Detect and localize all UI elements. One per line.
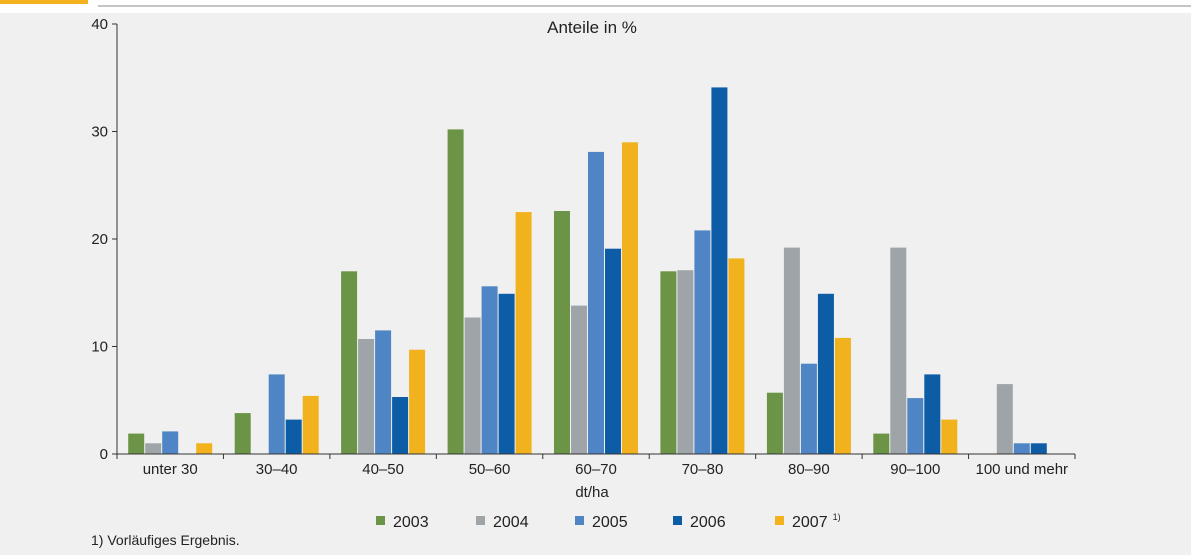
- legend-swatch-2006: [673, 516, 682, 525]
- x-tick-label: 30–40: [256, 461, 298, 478]
- y-tick-label: 40: [91, 16, 108, 33]
- bar-2006-5: [711, 87, 728, 455]
- bar-2005-1: [268, 374, 285, 454]
- bar-2004-8: [996, 384, 1013, 454]
- bar-2007-1: [302, 395, 319, 454]
- bar-2005-4: [588, 151, 604, 454]
- footnote: 1) Vorläufiges Ergebnis.: [91, 532, 240, 548]
- legend-swatch-2004: [476, 516, 485, 525]
- legend-label-2007: 2007: [792, 514, 828, 531]
- legend: 2003 2004 2005 2006 2007 1): [376, 512, 841, 531]
- bars-group: [128, 87, 1047, 455]
- y-axis-ticks: 0 10 20 30 40: [91, 16, 117, 463]
- bar-2004-0: [145, 443, 162, 455]
- bar-2005-0: [162, 431, 179, 454]
- bar-2003-2: [341, 271, 358, 455]
- x-tick-label: unter 30: [143, 461, 198, 478]
- bar-2006-8: [1030, 443, 1047, 455]
- legend-label-2006: 2006: [690, 514, 726, 531]
- legend-label-2003: 2003: [393, 514, 429, 531]
- bar-2003-7: [873, 433, 890, 454]
- header-rule: [98, 5, 1191, 7]
- bar-2007-5: [728, 258, 745, 454]
- bar-2006-6: [817, 293, 834, 454]
- bar-2007-6: [834, 337, 851, 454]
- bar-2006-3: [498, 293, 515, 454]
- bar-2003-0: [128, 433, 145, 454]
- x-axis-ticks: unter 30 30–40 40–50 50–60 60–70 70–80 80–90 90…: [116, 454, 1076, 478]
- bar-2004-2: [358, 339, 375, 454]
- legend-label-2005: 2005: [592, 514, 628, 531]
- x-tick-label: 40–50: [362, 461, 404, 478]
- x-tick-label: 70–80: [682, 461, 724, 478]
- bar-2003-1: [234, 413, 251, 454]
- bar-2006-1: [285, 419, 302, 454]
- bar-2005-6: [800, 363, 817, 454]
- x-tick-label: 50–60: [469, 461, 511, 478]
- accent-strip: [0, 0, 88, 4]
- legend-footnote-marker: 1): [833, 512, 841, 522]
- bar-2005-2: [375, 330, 392, 454]
- bar-2005-5: [694, 230, 711, 454]
- bar-2007-7: [941, 419, 958, 454]
- bar-2007-0: [196, 443, 213, 455]
- x-axis-label: dt/ha: [575, 484, 609, 501]
- bar-2005-7: [907, 398, 924, 454]
- bar-2004-6: [783, 247, 800, 454]
- x-tick-label: 60–70: [575, 461, 617, 478]
- bar-2006-7: [924, 374, 941, 454]
- x-tick-label: 90–100: [890, 461, 940, 478]
- y-tick-label: 20: [91, 231, 108, 248]
- legend-swatch-2003: [376, 516, 385, 525]
- bar-2005-3: [481, 286, 498, 454]
- bar-2003-5: [660, 271, 677, 455]
- legend-label-2004: 2004: [493, 514, 529, 531]
- bar-2007-3: [515, 212, 532, 454]
- bar-2006-4: [605, 248, 621, 454]
- chart-title: Anteile in %: [547, 18, 637, 37]
- y-tick-label: 10: [91, 339, 108, 356]
- bar-2004-4: [571, 305, 587, 454]
- bar-2007-4: [622, 142, 638, 455]
- bar-2003-6: [766, 392, 783, 454]
- bar-2004-5: [677, 270, 694, 454]
- y-tick-label: 0: [100, 446, 108, 463]
- bar-2003-3: [447, 129, 464, 454]
- x-tick-label: 80–90: [788, 461, 830, 478]
- bar-2003-4: [554, 211, 570, 454]
- y-tick-label: 30: [91, 124, 108, 141]
- x-tick-label: 100 und mehr: [975, 461, 1068, 478]
- bar-2006-2: [392, 397, 409, 454]
- bar-2004-7: [890, 247, 907, 454]
- bar-2007-2: [409, 349, 426, 454]
- bar-2005-8: [1013, 443, 1030, 455]
- legend-swatch-2007: [775, 516, 784, 525]
- legend-swatch-2005: [575, 516, 584, 525]
- bar-2004-3: [464, 317, 481, 454]
